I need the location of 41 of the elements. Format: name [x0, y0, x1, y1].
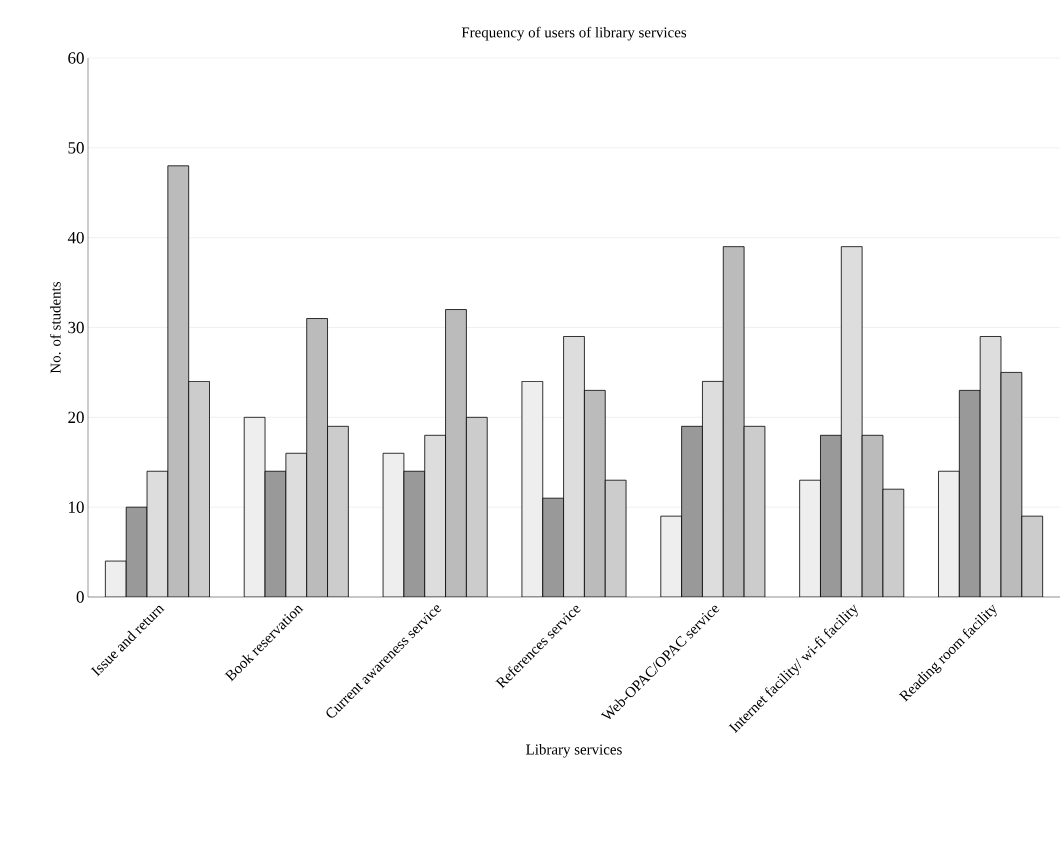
y-axis-title: No. of students [49, 281, 61, 374]
bar [382, 452, 405, 597]
y-tick-label: 10 [69, 501, 84, 513]
y-tick-label: 40 [67, 231, 84, 244]
bar [542, 497, 564, 597]
bar [1021, 515, 1044, 597]
bar [285, 452, 308, 597]
y-tick-label: 0 [76, 591, 84, 603]
bar [243, 416, 266, 597]
bar [327, 425, 349, 597]
y-tick-label: 60 [68, 52, 84, 64]
bar [861, 434, 884, 597]
bar [958, 389, 981, 597]
bar [882, 488, 905, 597]
bar [465, 416, 488, 597]
bar [306, 318, 328, 597]
chart-title: Frequency of users of library services [461, 26, 687, 41]
bar [1000, 372, 1023, 597]
bar [167, 165, 190, 597]
bar [146, 470, 169, 597]
y-tick-label: 30 [68, 321, 84, 334]
bar [799, 479, 821, 597]
bar [264, 470, 287, 597]
y-tick-label: 50 [68, 142, 84, 154]
bar [660, 515, 683, 597]
bar [681, 425, 703, 597]
bar [604, 479, 627, 597]
bar [521, 381, 544, 597]
bar [424, 434, 446, 597]
bar [188, 381, 210, 597]
bar [104, 560, 127, 597]
bar [979, 336, 1002, 597]
bar [743, 425, 766, 597]
bar [938, 470, 960, 597]
bar [722, 246, 745, 597]
bar [584, 389, 606, 597]
y-tick-label: 20 [68, 411, 84, 424]
bar [820, 434, 842, 597]
bar [445, 309, 467, 597]
bar [403, 470, 426, 597]
x-axis-title: Library services [526, 744, 622, 758]
